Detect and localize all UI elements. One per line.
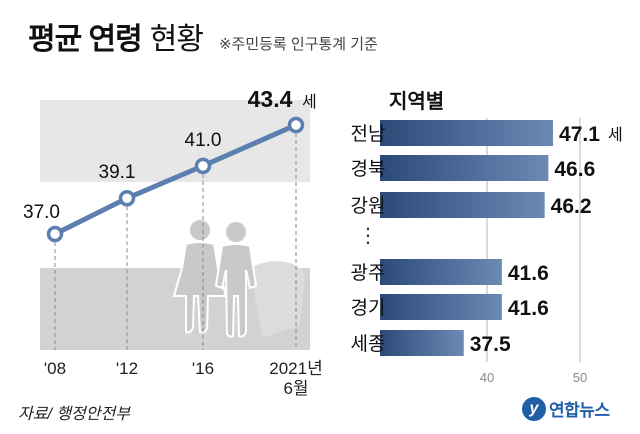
bar-value-label: 47.1 bbox=[559, 123, 600, 146]
bar bbox=[380, 259, 502, 285]
yonhap-logo: y 연합뉴스 bbox=[522, 396, 610, 421]
bar-value-label: 41.6 bbox=[508, 297, 549, 320]
x-tick-label: 50 bbox=[573, 370, 587, 385]
bar-value-label: 41.6 bbox=[508, 262, 549, 285]
value-label: 37.0 bbox=[23, 202, 60, 223]
x-tick-label: 6월 bbox=[283, 379, 308, 398]
unit-label: 세 bbox=[608, 126, 623, 144]
title-main: 평균 연령 bbox=[28, 23, 143, 56]
x-tick-label: '12 bbox=[116, 359, 138, 378]
bar-value-label: 46.6 bbox=[554, 158, 595, 181]
data-point bbox=[194, 157, 212, 175]
unit-label: 세 bbox=[302, 93, 317, 111]
bar-value-label: 37.5 bbox=[470, 333, 511, 356]
x-tick-label: 40 bbox=[480, 370, 494, 385]
bar bbox=[380, 330, 464, 356]
data-point bbox=[46, 225, 64, 243]
people-shadow bbox=[250, 261, 305, 338]
x-tick-label: '08 bbox=[44, 359, 66, 378]
people-figure-illustration bbox=[172, 218, 305, 338]
category-label: 강원 bbox=[351, 195, 386, 217]
x-tick-label: 2021년 bbox=[269, 359, 322, 378]
category-label: 경기 bbox=[351, 297, 386, 319]
bar-chart-title: 지역별 bbox=[389, 90, 444, 113]
logo-text: 연합뉴스 bbox=[549, 401, 610, 420]
bar-value-label: 46.2 bbox=[551, 195, 592, 218]
data-point bbox=[118, 189, 136, 207]
ellipsis-marker: ⋮ bbox=[358, 225, 378, 247]
man-figure-icon bbox=[214, 220, 258, 338]
category-label: 세종 bbox=[351, 333, 386, 355]
band-top bbox=[40, 100, 310, 182]
title-sub: 현황 bbox=[149, 23, 204, 56]
x-tick-label: '16 bbox=[192, 359, 214, 378]
category-label: 전남 bbox=[351, 123, 386, 145]
title: 평균 연령 현황 ※주민등록 인구통계 기준 bbox=[28, 14, 378, 58]
title-note: ※주민등록 인구통계 기준 bbox=[218, 36, 378, 53]
data-point bbox=[287, 116, 305, 134]
value-label: 41.0 bbox=[185, 130, 222, 151]
category-label: 경북 bbox=[351, 158, 386, 180]
bar bbox=[380, 294, 502, 320]
logo-mark-icon: y bbox=[522, 396, 546, 421]
source-note: 자료/ 행정안전부 bbox=[18, 406, 130, 423]
series-line bbox=[52, 122, 299, 237]
category-label: 광주 bbox=[351, 262, 386, 284]
bar bbox=[380, 192, 545, 218]
value-label: 39.1 bbox=[99, 162, 136, 183]
bar bbox=[380, 155, 549, 181]
woman-figure-icon bbox=[172, 218, 228, 334]
bar bbox=[380, 120, 554, 146]
value-label: 43.4 bbox=[248, 86, 293, 112]
